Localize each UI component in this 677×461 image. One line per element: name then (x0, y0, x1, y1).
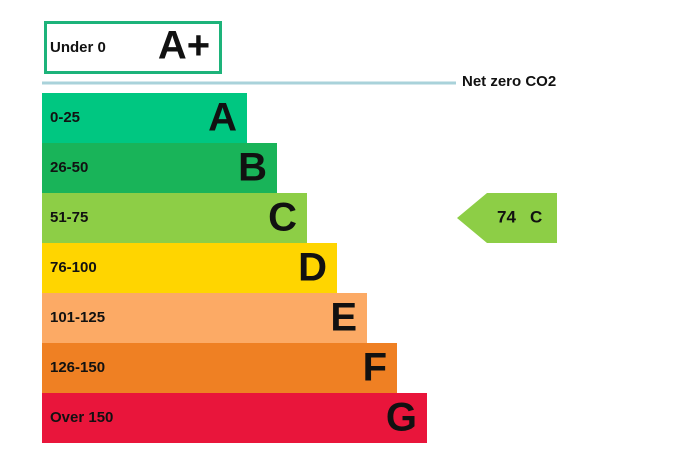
band-bar (42, 343, 397, 393)
top-band-letter: A+ (158, 24, 210, 68)
band-bar (42, 243, 337, 293)
net-zero-label: Net zero CO2 (462, 73, 556, 90)
band-bar (42, 93, 247, 143)
current-score: 74 (497, 207, 516, 226)
band-letter: G (386, 396, 417, 440)
band-letter: E (330, 296, 357, 340)
band-bar (42, 293, 367, 343)
band-range: 101-125 (50, 309, 105, 326)
band-range: Over 150 (50, 409, 113, 426)
band-range: 0-25 (50, 109, 80, 126)
band-range: 26-50 (50, 159, 88, 176)
bands: 0-25 A 26-50 B 51-75 C 76-100 D 101-125 E 126-150 F… (42, 93, 427, 443)
band-bar (42, 393, 427, 443)
top-band-box (44, 21, 222, 74)
band-letter: A (208, 96, 237, 140)
band-bar (42, 193, 307, 243)
band-letter: D (298, 246, 327, 290)
band-range: 76-100 (50, 259, 97, 276)
band-bar (42, 143, 277, 193)
band-range: 51-75 (50, 209, 88, 226)
band-range: 126-150 (50, 359, 105, 376)
top-band-range: Under 0 (50, 39, 106, 56)
current-letter: C (530, 207, 542, 226)
band-letter: F (363, 346, 387, 390)
band-letter: B (238, 146, 267, 190)
current-rating-arrow (457, 193, 557, 243)
current-rating: 74 C (457, 193, 557, 243)
band-letter: C (268, 196, 297, 240)
